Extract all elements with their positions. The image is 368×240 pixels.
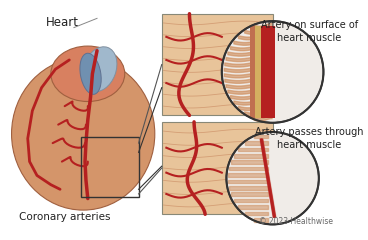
Wedge shape: [273, 23, 322, 121]
Bar: [250, 26, 255, 118]
Ellipse shape: [83, 47, 117, 92]
Text: Coronary arteries: Coronary arteries: [19, 212, 110, 222]
Text: © 2023 Healthwise: © 2023 Healthwise: [259, 217, 333, 226]
Bar: [254, 26, 261, 118]
FancyBboxPatch shape: [162, 122, 273, 214]
Bar: [259, 26, 275, 118]
FancyBboxPatch shape: [162, 14, 273, 115]
Wedge shape: [273, 134, 317, 222]
Circle shape: [222, 21, 323, 123]
Circle shape: [226, 132, 319, 224]
Ellipse shape: [80, 53, 101, 94]
Ellipse shape: [11, 58, 155, 210]
Text: Heart: Heart: [46, 17, 79, 30]
Ellipse shape: [51, 46, 125, 102]
Bar: [81, 137, 139, 197]
Text: Artery passes through
heart muscle: Artery passes through heart muscle: [255, 127, 364, 150]
Text: Artery on surface of
heart muscle: Artery on surface of heart muscle: [261, 20, 358, 42]
